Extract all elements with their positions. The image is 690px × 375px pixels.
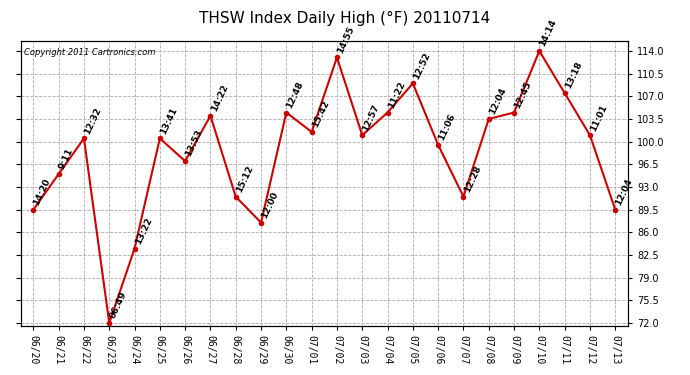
Text: 13:41: 13:41 (159, 106, 179, 136)
Text: 14:22: 14:22 (209, 83, 230, 113)
Text: 06:49: 06:49 (108, 290, 128, 320)
Text: 13:22: 13:22 (133, 216, 154, 246)
Text: 12:00: 12:00 (260, 190, 280, 220)
Text: 12:32: 12:32 (83, 106, 103, 136)
Text: 11:06: 11:06 (437, 112, 457, 142)
Text: THSW Index Daily High (°F) 20110714: THSW Index Daily High (°F) 20110714 (199, 11, 491, 26)
Text: Copyright 2011 Cartronics.com: Copyright 2011 Cartronics.com (23, 48, 155, 57)
Text: 12:52: 12:52 (412, 51, 432, 81)
Text: 15:12: 15:12 (235, 164, 255, 194)
Text: 12:04: 12:04 (614, 177, 634, 207)
Text: 12:28: 12:28 (462, 164, 482, 194)
Text: 11:22: 11:22 (386, 80, 406, 110)
Text: 9:11: 9:11 (57, 147, 75, 171)
Text: 12:48: 12:48 (285, 80, 306, 110)
Text: 11:01: 11:01 (589, 103, 609, 132)
Text: 12:45: 12:45 (513, 80, 533, 110)
Text: 14:20: 14:20 (32, 177, 52, 207)
Text: 12:57: 12:57 (361, 102, 382, 132)
Text: 12:04: 12:04 (488, 87, 508, 116)
Text: 13:18: 13:18 (564, 60, 584, 90)
Text: 14:55: 14:55 (336, 25, 356, 55)
Text: 14:14: 14:14 (538, 18, 558, 48)
Text: 15:42: 15:42 (310, 99, 331, 129)
Text: 13:53: 13:53 (184, 129, 204, 158)
